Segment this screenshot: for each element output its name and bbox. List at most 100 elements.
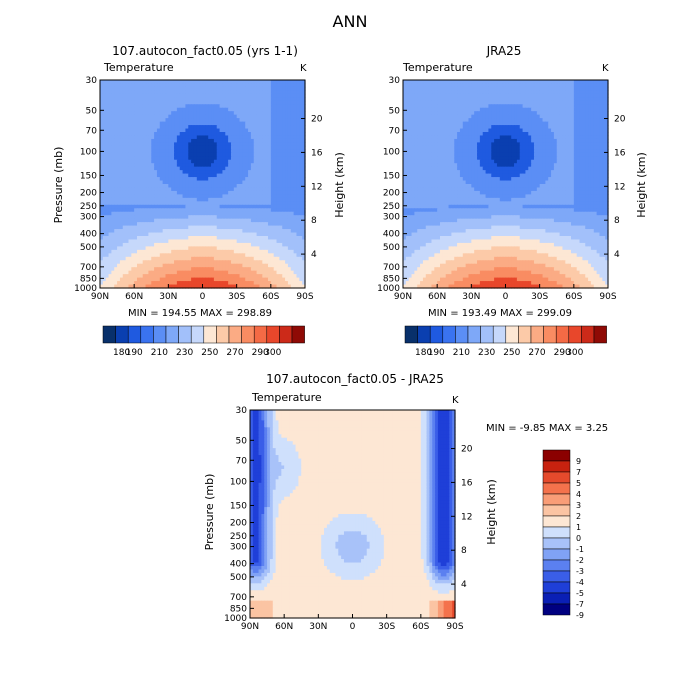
heatmap-cell xyxy=(253,256,258,261)
heatmap-cell xyxy=(573,80,578,85)
heatmap-cell xyxy=(296,187,300,192)
heatmap-cell xyxy=(114,180,118,185)
heatmap-cell xyxy=(239,90,243,95)
heatmap-cell xyxy=(282,225,286,230)
heatmap-cell xyxy=(193,267,198,272)
heatmap-cell xyxy=(462,93,467,98)
heatmap-cell xyxy=(279,142,283,147)
heatmap-cell xyxy=(222,184,226,189)
heatmap-cell xyxy=(602,80,606,85)
heatmap-cell xyxy=(216,256,221,261)
heatmap-cell xyxy=(270,132,275,137)
heatmap-cell xyxy=(131,218,135,223)
heatmap-cell xyxy=(171,128,175,133)
heatmap-cell xyxy=(236,156,241,161)
heatmap-cell xyxy=(188,132,192,137)
heatmap-cell xyxy=(142,215,147,220)
heatmap-cell xyxy=(499,104,504,109)
heatmap-cell xyxy=(139,163,144,168)
heatmap-cell xyxy=(293,83,298,88)
heatmap-cell xyxy=(182,197,187,202)
heatmap-cell xyxy=(270,121,275,126)
heatmap-cell xyxy=(265,173,269,178)
heatmap-cell xyxy=(196,184,201,189)
heatmap-cell xyxy=(519,83,524,88)
heatmap-cell xyxy=(562,80,566,85)
heatmap-cell xyxy=(259,156,263,161)
heatmap-cell xyxy=(256,236,261,241)
heatmap-cell xyxy=(139,152,144,157)
heatmap-cell xyxy=(528,100,532,105)
heatmap-cell xyxy=(176,90,181,95)
heatmap-cell xyxy=(211,215,215,220)
heatmap-cell xyxy=(122,229,127,234)
heatmap-cell xyxy=(148,145,152,150)
x-tick-label: 0 xyxy=(200,292,206,302)
heatmap-cell xyxy=(102,156,107,161)
heatmap-cell xyxy=(285,225,289,230)
heatmap-cell xyxy=(248,80,252,85)
heatmap-cell xyxy=(242,138,246,143)
heatmap-cell xyxy=(290,236,295,241)
heatmap-cell xyxy=(282,104,286,109)
heatmap-cell xyxy=(259,211,263,216)
heatmap-cell xyxy=(208,114,212,119)
heatmap-cell xyxy=(285,118,289,123)
heatmap-cell xyxy=(242,107,246,112)
heatmap-cell xyxy=(265,242,269,247)
heatmap-cell xyxy=(259,90,263,95)
heatmap-cell xyxy=(462,100,467,105)
heatmap-cell xyxy=(553,100,558,105)
colorbar-swatch xyxy=(266,325,280,344)
heatmap-cell xyxy=(128,253,132,258)
heatmap-cell xyxy=(196,197,201,202)
heatmap-cell xyxy=(122,111,127,116)
heatmap-cell xyxy=(225,249,229,254)
heatmap-cell xyxy=(100,166,104,171)
heatmap-cell xyxy=(248,100,252,105)
heatmap-cell xyxy=(208,190,212,195)
heatmap-cell xyxy=(440,86,444,91)
heatmap-cell xyxy=(273,159,278,164)
heatmap-cell xyxy=(582,83,586,88)
heatmap-cell xyxy=(182,121,187,126)
heatmap-cell xyxy=(119,187,124,192)
heatmap-cell xyxy=(279,232,283,237)
heatmap-cell xyxy=(528,104,532,109)
heatmap-cell xyxy=(233,242,238,247)
heatmap-cell xyxy=(228,232,232,237)
heatmap-cell xyxy=(287,128,292,133)
heatmap-cell xyxy=(125,208,130,213)
heatmap-cell xyxy=(245,170,249,175)
heatmap-cell xyxy=(219,197,224,202)
heatmap-cell xyxy=(459,100,464,105)
heatmap-cell xyxy=(156,194,161,199)
heatmap-cell xyxy=(282,177,286,182)
heatmap-cell xyxy=(114,263,118,268)
heatmap-cell xyxy=(262,173,266,178)
heatmap-cell xyxy=(142,121,147,126)
heatmap-cell xyxy=(293,204,298,209)
heatmap-cell xyxy=(296,190,300,195)
heatmap-cell xyxy=(162,111,167,116)
heatmap-cell xyxy=(262,118,266,123)
heatmap-cell xyxy=(168,170,172,175)
heatmap-cell xyxy=(148,218,152,223)
heatmap-cell xyxy=(457,86,461,91)
heatmap-cell xyxy=(188,256,192,261)
heatmap-cell xyxy=(196,145,201,150)
heatmap-cell xyxy=(185,83,189,88)
heatmap-cell xyxy=(131,263,135,268)
heatmap-cell xyxy=(267,253,272,258)
heatmap-cell xyxy=(105,284,110,289)
heatmap-cell xyxy=(176,263,181,268)
heatmap-cell xyxy=(171,111,175,116)
heatmap-cell xyxy=(117,284,121,289)
heatmap-cell xyxy=(468,83,472,88)
heatmap-cell xyxy=(208,267,212,272)
heatmap-cell xyxy=(208,211,212,216)
heatmap-cell xyxy=(225,187,229,192)
heatmap-cell xyxy=(199,173,204,178)
heatmap-cell xyxy=(213,201,218,206)
heatmap-cell xyxy=(273,270,278,275)
